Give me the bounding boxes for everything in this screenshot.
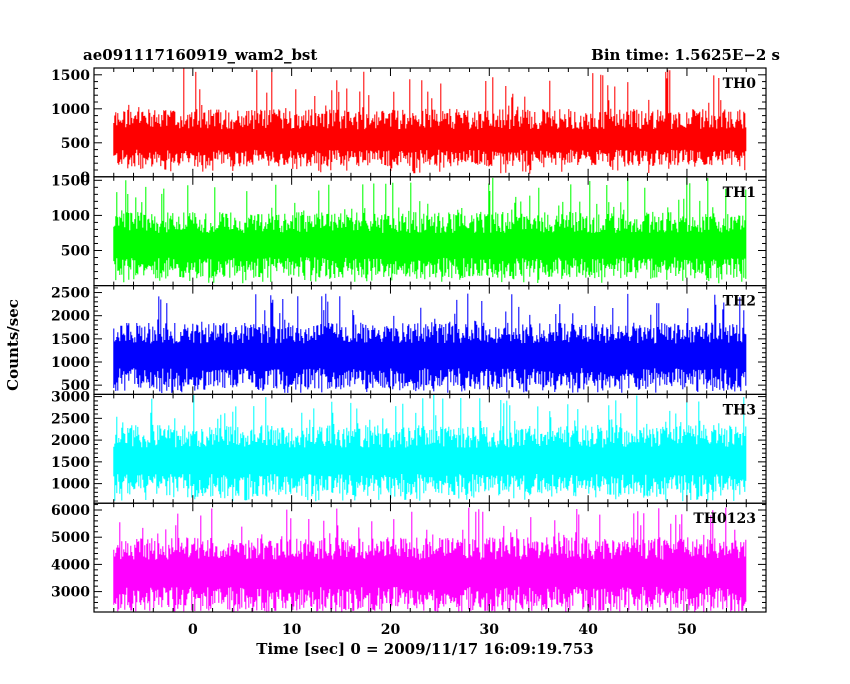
ytick-label-th0123: 5000 bbox=[51, 530, 90, 546]
ytick-label-th0123: 3000 bbox=[51, 585, 90, 601]
ytick-label-bottom-th0: 0 bbox=[80, 170, 90, 186]
panel-th0123: 3000 4000 5000 6000 TH0123 bbox=[51, 502, 767, 613]
ytick-label-th1: 1000 bbox=[51, 208, 90, 224]
y-axis-title: Counts/sec bbox=[4, 299, 22, 391]
ytick-label-th3: 2500 bbox=[51, 411, 90, 427]
ytick-label-th2: 1500 bbox=[51, 332, 90, 348]
ytick-label-th0123: 6000 bbox=[51, 503, 90, 519]
x-axis-group: 0 10 20 30 40 50 bbox=[188, 622, 697, 638]
xtick-label: 50 bbox=[677, 622, 697, 638]
ytick-label-th3: 1000 bbox=[51, 477, 90, 493]
chart-title-right: Bin time: 1.5625E−2 s bbox=[591, 46, 780, 64]
x-axis-title: Time [sec] 0 = 2009/11/17 16:09:19.753 bbox=[256, 640, 593, 658]
panel-th1: 500 1000 1500 TH1 bbox=[51, 173, 767, 287]
trace-th2 bbox=[113, 293, 747, 393]
panel-label-th0123: TH0123 bbox=[693, 511, 756, 527]
ytick-label-th1: 500 bbox=[61, 244, 90, 260]
panel-th3: 1000 1500 2000 2500 3000 TH3 bbox=[51, 390, 767, 504]
panel-label-th0: TH0 bbox=[723, 76, 757, 92]
trace-th0 bbox=[113, 68, 747, 174]
trace-th0123 bbox=[113, 507, 747, 612]
ytick-label-th2: 2500 bbox=[51, 286, 90, 302]
ytick-label-th2: 2000 bbox=[51, 309, 90, 325]
panel-th2: 500 1000 1500 2000 2500 TH2 bbox=[51, 285, 767, 396]
chart-title-left: ae091117160919_wam2_bst bbox=[83, 46, 317, 64]
ytick-label-th2: 500 bbox=[61, 378, 90, 394]
xtick-label: 30 bbox=[480, 622, 500, 638]
ytick-label-th0: 1500 bbox=[51, 68, 90, 84]
xtick-label: 40 bbox=[578, 622, 598, 638]
trace-th1 bbox=[113, 177, 747, 284]
xtick-label: 0 bbox=[188, 622, 198, 638]
panels-group: 500100015000TH050010001500TH150010001500… bbox=[51, 67, 767, 613]
trace-th3 bbox=[113, 394, 747, 502]
ytick-label-th0123: 4000 bbox=[51, 557, 90, 573]
ytick-label-th3: 1500 bbox=[51, 455, 90, 471]
ytick-label-th1: 1500 bbox=[51, 173, 90, 189]
xtick-label: 10 bbox=[282, 622, 302, 638]
ytick-label-th3: 2000 bbox=[51, 433, 90, 449]
panel-label-th2: TH2 bbox=[723, 294, 756, 310]
ytick-label-th3: 3000 bbox=[51, 390, 90, 406]
ytick-label-th0: 1000 bbox=[51, 102, 90, 118]
ytick-label-th0: 500 bbox=[61, 136, 90, 152]
xtick-label: 20 bbox=[381, 622, 401, 638]
ytick-label-th2: 1000 bbox=[51, 355, 90, 371]
panel-label-th1: TH1 bbox=[723, 185, 756, 201]
panel-label-th3: TH3 bbox=[723, 402, 756, 418]
